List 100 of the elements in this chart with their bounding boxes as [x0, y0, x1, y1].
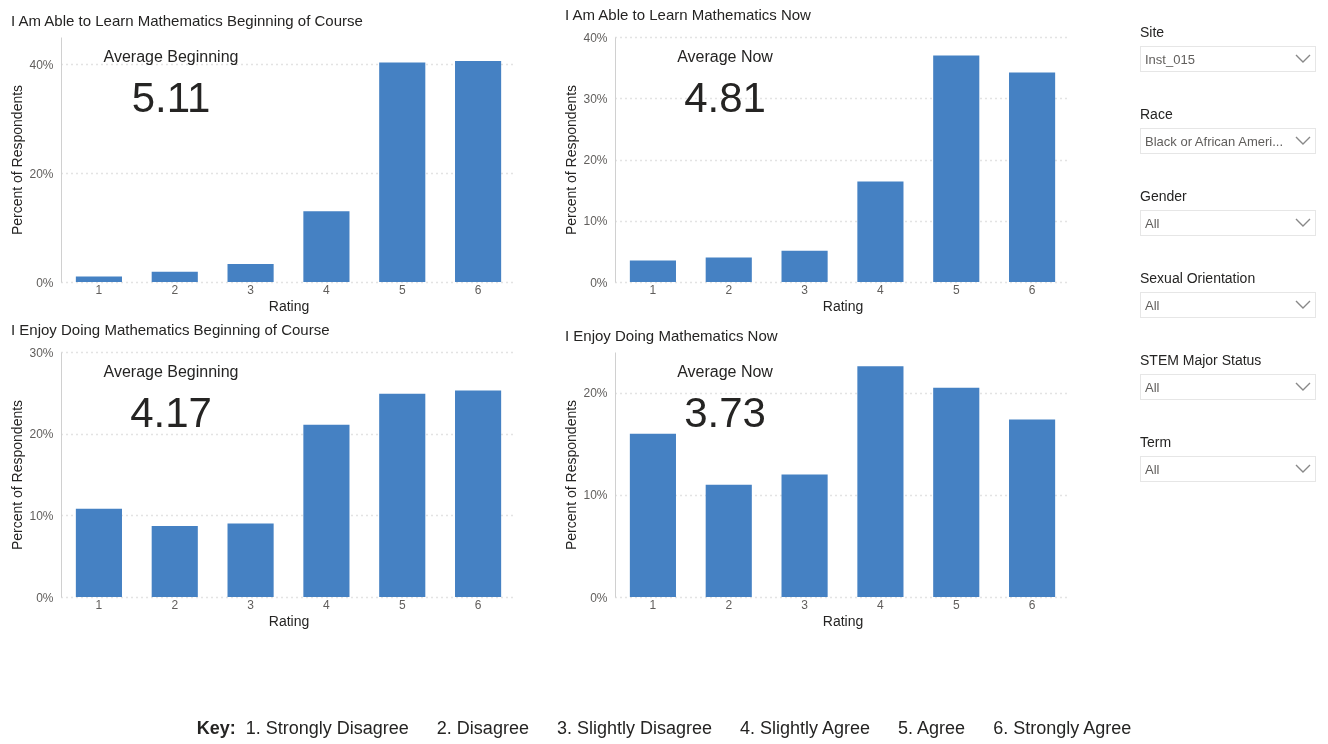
y-tick-label: 20%: [29, 166, 54, 181]
x-tick-label: 5: [398, 282, 406, 297]
bar: [933, 55, 980, 282]
text: Term: [1140, 434, 1173, 452]
bar: [1009, 419, 1056, 597]
chart-title: I Enjoy Doing Mathematics Beginning of Course: [11, 321, 330, 338]
bar: [455, 390, 502, 597]
dropdown-field: All: [1140, 292, 1316, 318]
text: Gender: [1140, 188, 1188, 206]
y-axis-title: Percent of Respondents: [9, 84, 26, 236]
y-tick-label: 0%: [590, 590, 608, 605]
y-tick-label: 20%: [583, 153, 608, 167]
y-tick-label: 30%: [29, 345, 54, 360]
x-tick-label: 1: [649, 597, 657, 612]
y-axis-title: Percent of Respondents: [9, 399, 26, 551]
chart-title: I Am Able to Learn Mathematics Beginning of Course: [11, 12, 363, 29]
y-tick-label: 20%: [29, 427, 54, 442]
y-tick-label: 0%: [590, 275, 608, 290]
bar: [151, 525, 198, 597]
x-axis-title: Rating: [268, 612, 310, 629]
bar: [151, 271, 198, 282]
bar: [857, 181, 904, 282]
dropdown-field: All: [1140, 210, 1316, 236]
text: 2. Disagree: [436, 718, 529, 739]
text: 1. Strongly Disagree: [245, 718, 409, 739]
text: Race: [1140, 106, 1174, 124]
x-tick-label: 3: [247, 597, 255, 612]
x-tick-label: 6: [1028, 597, 1036, 612]
x-tick-label: 1: [649, 282, 657, 297]
y-tick-label: 40%: [583, 30, 608, 45]
bar: [629, 260, 676, 282]
bar: [303, 211, 350, 282]
annotation: 3.73: [684, 389, 766, 436]
x-tick-label: 6: [474, 282, 482, 297]
text: 4. Slightly Agree: [740, 718, 871, 739]
bar: [75, 508, 122, 597]
x-tick-label: 6: [474, 597, 482, 612]
annotation: 4.81: [684, 74, 766, 121]
bar: [379, 62, 426, 282]
bar: [75, 276, 122, 282]
x-tick-label: 3: [247, 282, 255, 297]
x-tick-label: 5: [952, 597, 960, 612]
bar: [227, 264, 274, 282]
dropdown-field: All: [1140, 374, 1316, 400]
x-axis-title: Rating: [822, 297, 864, 314]
annotation: 5.11: [131, 74, 211, 121]
annotation: Average Beginning: [103, 363, 239, 380]
text: 5. Agree: [898, 718, 966, 739]
y-tick-label: 0%: [36, 275, 54, 290]
dropdown-field: Black or African Ameri...: [1140, 128, 1316, 154]
x-tick-label: 3: [801, 282, 809, 297]
text: 3. Slightly Disagree: [556, 718, 712, 739]
x-tick-label: 1: [95, 597, 103, 612]
y-tick-label: 20%: [583, 386, 608, 401]
dropdown-field: Inst_015: [1140, 46, 1316, 72]
annotation: 4.17: [130, 389, 212, 436]
bar: [705, 484, 752, 597]
x-tick-label: 6: [1028, 282, 1036, 297]
x-tick-label: 1: [95, 282, 103, 297]
text: Sexual Orientation: [1140, 270, 1257, 288]
y-axis-title: Percent of Respondents: [563, 399, 580, 551]
x-tick-label: 2: [725, 597, 733, 612]
annotation: Average Beginning: [103, 48, 239, 65]
bar: [379, 393, 426, 597]
bar: [781, 250, 828, 282]
text: 6. Strongly Agree: [993, 718, 1132, 739]
x-tick-label: 2: [171, 597, 179, 612]
y-axis-title: Percent of Respondents: [563, 84, 580, 236]
y-tick-label: 10%: [583, 488, 608, 503]
x-axis-title: Rating: [822, 612, 864, 629]
y-tick-label: 10%: [583, 214, 608, 229]
bar: [455, 60, 502, 282]
text: Site: [1140, 24, 1166, 42]
x-axis-title: Rating: [268, 297, 310, 314]
bar: [303, 424, 350, 597]
x-tick-label: 5: [952, 282, 960, 297]
bar: [857, 366, 904, 597]
text: Key:: [196, 718, 236, 739]
x-tick-label: 2: [171, 282, 179, 297]
bar: [781, 474, 828, 597]
bar: [933, 387, 980, 597]
bar: [1009, 72, 1056, 282]
y-tick-label: 10%: [29, 508, 54, 523]
y-tick-label: 40%: [29, 57, 54, 72]
chart-title: I Enjoy Doing Mathematics Now: [565, 327, 778, 344]
x-tick-label: 2: [725, 282, 733, 297]
dropdown-field: All: [1140, 456, 1316, 482]
text: STEM Major Status: [1140, 352, 1263, 370]
x-tick-label: 4: [323, 282, 331, 297]
bar: [227, 523, 274, 597]
x-tick-label: 4: [877, 597, 885, 612]
x-tick-label: 3: [801, 597, 809, 612]
y-tick-label: 30%: [583, 91, 608, 106]
x-tick-label: 4: [877, 282, 885, 297]
annotation: Average Now: [677, 48, 774, 65]
bar: [705, 257, 752, 282]
annotation: Average Now: [677, 363, 774, 380]
bar: [629, 433, 676, 597]
x-tick-label: 5: [398, 597, 406, 612]
y-tick-label: 0%: [36, 590, 54, 605]
